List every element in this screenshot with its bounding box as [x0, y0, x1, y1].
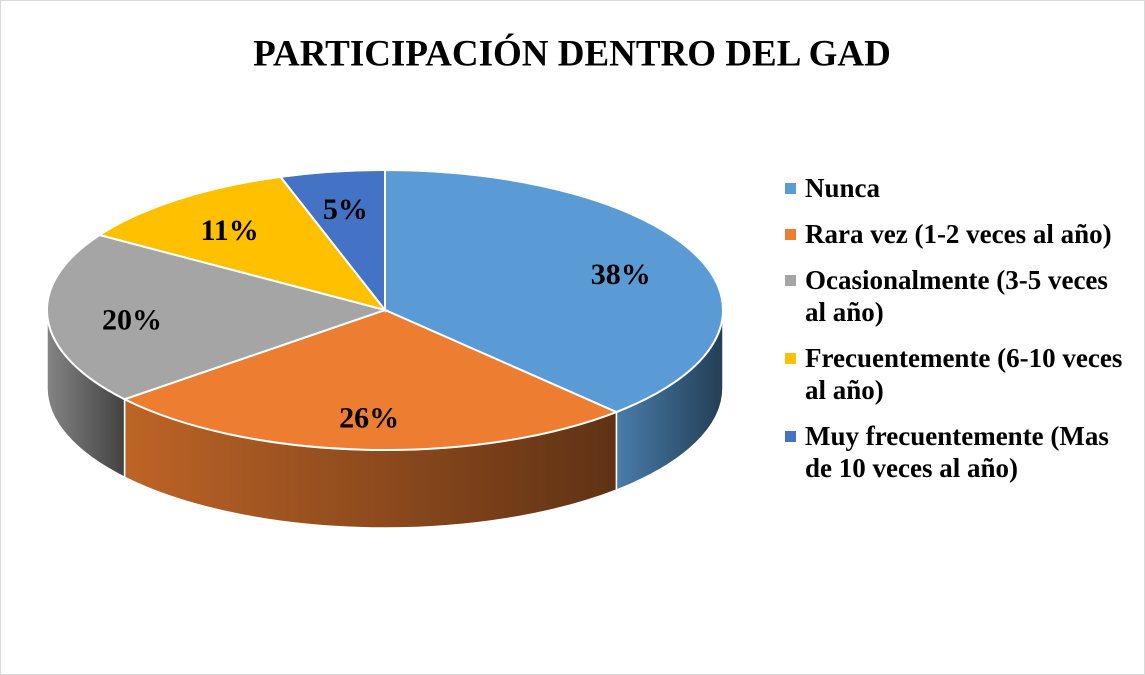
data-label: 26%: [339, 402, 399, 435]
legend-swatch: [785, 431, 796, 442]
slice: [46, 233, 389, 401]
chart-title: PARTICIPACIÓN DENTRO DEL GAD: [253, 32, 891, 74]
slice: [384, 168, 724, 414]
legend-item: Nunca: [785, 172, 1125, 204]
legend-swatch: [785, 275, 796, 286]
legend-swatch: [785, 183, 796, 194]
slice: [97, 175, 388, 312]
legend-swatch: [785, 353, 796, 364]
legend-item: Rara vez (1-2 veces al año): [785, 218, 1125, 250]
data-label: 11%: [200, 214, 258, 247]
legend-item: Ocasionalmente (3-5 veces al año): [785, 264, 1125, 328]
data-label: 5%: [323, 193, 368, 226]
legend-label: Frecuentemente (6-10 veces al año): [805, 343, 1123, 405]
slice: [278, 168, 386, 313]
legend-item: Muy frecuentemente (Mas de 10 veces al a…: [785, 420, 1125, 484]
data-label: 38%: [591, 258, 651, 291]
legend-label: Rara vez (1-2 veces al año): [805, 219, 1112, 249]
legend-swatch: [785, 229, 796, 240]
data-label: 20%: [102, 303, 162, 336]
legend-item: Frecuentemente (6-10 veces al año): [785, 342, 1125, 406]
legend-label: Ocasionalmente (3-5 veces al año): [805, 265, 1108, 327]
legend: Nunca Rara vez (1-2 veces al año) Ocasiona…: [785, 172, 1125, 498]
legend-label: Muy frecuentemente (Mas de 10 veces al a…: [805, 421, 1109, 483]
legend-label: Nunca: [805, 173, 881, 203]
slice: [121, 308, 619, 451]
